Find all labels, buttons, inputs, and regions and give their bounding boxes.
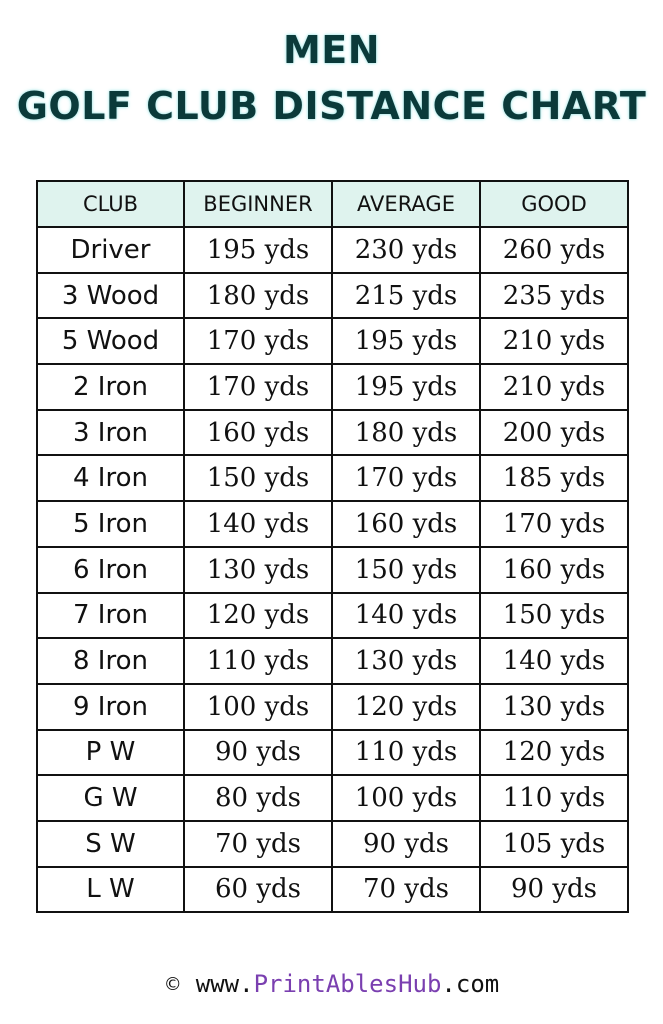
cell-average: 150 yds (331, 545, 481, 594)
cell-club: 6 Iron (36, 545, 185, 594)
cell-club: 5 Iron (36, 500, 185, 548)
cell-beginner: 110 yds (183, 637, 333, 685)
table-row: P W 90 yds 110 yds 120 yds (36, 728, 629, 777)
cell-club: 5 Wood (36, 317, 185, 366)
cell-beginner: 60 yds (183, 865, 333, 914)
table-row: 7 Iron 120 yds 140 yds 150 yds (36, 591, 629, 640)
cell-good: 140 yds (479, 637, 629, 685)
cell-beginner: 195 yds (183, 226, 333, 274)
cell-beginner: 140 yds (183, 500, 333, 548)
cell-good: 105 yds (479, 819, 629, 868)
table-row: G W 80 yds 100 yds 110 yds (36, 774, 629, 822)
cell-good: 120 yds (479, 728, 629, 777)
cell-average: 170 yds (331, 454, 481, 503)
copyright-symbol: © (163, 974, 182, 995)
cell-good: 185 yds (479, 454, 629, 503)
cell-good: 235 yds (479, 271, 629, 320)
cell-club: 3 Wood (36, 271, 185, 320)
header-beginner: BEGINNER (183, 180, 333, 228)
cell-average: 100 yds (331, 774, 481, 822)
cell-good: 150 yds (479, 591, 629, 640)
cell-good: 210 yds (479, 317, 629, 366)
cell-average: 130 yds (331, 637, 481, 685)
table-header-row: CLUB BEGINNER AVERAGE GOOD (36, 180, 629, 228)
cell-beginner: 170 yds (183, 317, 333, 366)
cell-good: 200 yds (479, 408, 629, 457)
cell-average: 160 yds (331, 500, 481, 548)
url-prefix: www. (195, 970, 254, 998)
cell-average: 120 yds (331, 682, 481, 731)
url-brand: PrintAblesHub (253, 970, 442, 998)
table-row: Driver 195 yds 230 yds 260 yds (36, 226, 629, 274)
table-row: 5 Iron 140 yds 160 yds 170 yds (36, 500, 629, 548)
cell-club: 3 Iron (36, 408, 185, 457)
cell-club: S W (36, 819, 185, 868)
cell-beginner: 80 yds (183, 774, 333, 822)
cell-club: 8 Iron (36, 637, 185, 685)
table-row: L W 60 yds 70 yds 90 yds (36, 865, 629, 914)
table-row: 3 Iron 160 yds 180 yds 200 yds (36, 408, 629, 457)
page-title-line2: GOLF CLUB DISTANCE CHART (16, 84, 647, 128)
table-row: 9 Iron 100 yds 120 yds 130 yds (36, 682, 629, 731)
header-average: AVERAGE (331, 180, 481, 228)
header-good: GOOD (479, 180, 629, 228)
cell-club: 4 Iron (36, 454, 185, 503)
cell-good: 90 yds (479, 865, 629, 914)
header-club: CLUB (36, 180, 185, 228)
distance-table: CLUB BEGINNER AVERAGE GOOD Driver 195 yds… (36, 180, 629, 914)
cell-average: 140 yds (331, 591, 481, 640)
cell-club: G W (36, 774, 185, 822)
table-row: S W 70 yds 90 yds 105 yds (36, 819, 629, 868)
cell-club: P W (36, 728, 185, 777)
cell-beginner: 90 yds (183, 728, 333, 777)
cell-average: 195 yds (331, 317, 481, 366)
cell-club: L W (36, 865, 185, 914)
cell-good: 260 yds (479, 226, 629, 274)
page-title-line1: MEN (282, 28, 381, 72)
cell-beginner: 130 yds (183, 545, 333, 594)
cell-club: Driver (36, 226, 185, 274)
cell-average: 70 yds (331, 865, 481, 914)
table-row: 6 Iron 130 yds 150 yds 160 yds (36, 545, 629, 594)
cell-beginner: 160 yds (183, 408, 333, 457)
cell-average: 110 yds (331, 728, 481, 777)
cell-club: 7 Iron (36, 591, 185, 640)
table-row: 8 Iron 110 yds 130 yds 140 yds (36, 637, 629, 685)
table-row: 5 Wood 170 yds 195 yds 210 yds (36, 317, 629, 366)
footer-url: © www.PrintAblesHub.com (0, 970, 663, 998)
table-row: 2 Iron 170 yds 195 yds 210 yds (36, 363, 629, 411)
cell-club: 2 Iron (36, 363, 185, 411)
cell-average: 230 yds (331, 226, 481, 274)
cell-beginner: 120 yds (183, 591, 333, 640)
cell-club: 9 Iron (36, 682, 185, 731)
cell-beginner: 70 yds (183, 819, 333, 868)
table-body: Driver 195 yds 230 yds 260 yds 3 Wood 180 yds… (36, 226, 629, 914)
cell-good: 160 yds (479, 545, 629, 594)
cell-average: 90 yds (331, 819, 481, 868)
cell-beginner: 100 yds (183, 682, 333, 731)
cell-good: 110 yds (479, 774, 629, 822)
cell-good: 170 yds (479, 500, 629, 548)
cell-beginner: 170 yds (183, 363, 333, 411)
cell-good: 210 yds (479, 363, 629, 411)
table-row: 4 Iron 150 yds 170 yds 185 yds (36, 454, 629, 503)
url-suffix: .com (441, 970, 500, 998)
cell-average: 215 yds (331, 271, 481, 320)
cell-average: 195 yds (331, 363, 481, 411)
cell-average: 180 yds (331, 408, 481, 457)
cell-beginner: 180 yds (183, 271, 333, 320)
cell-good: 130 yds (479, 682, 629, 731)
cell-beginner: 150 yds (183, 454, 333, 503)
table-row: 3 Wood 180 yds 215 yds 235 yds (36, 271, 629, 320)
